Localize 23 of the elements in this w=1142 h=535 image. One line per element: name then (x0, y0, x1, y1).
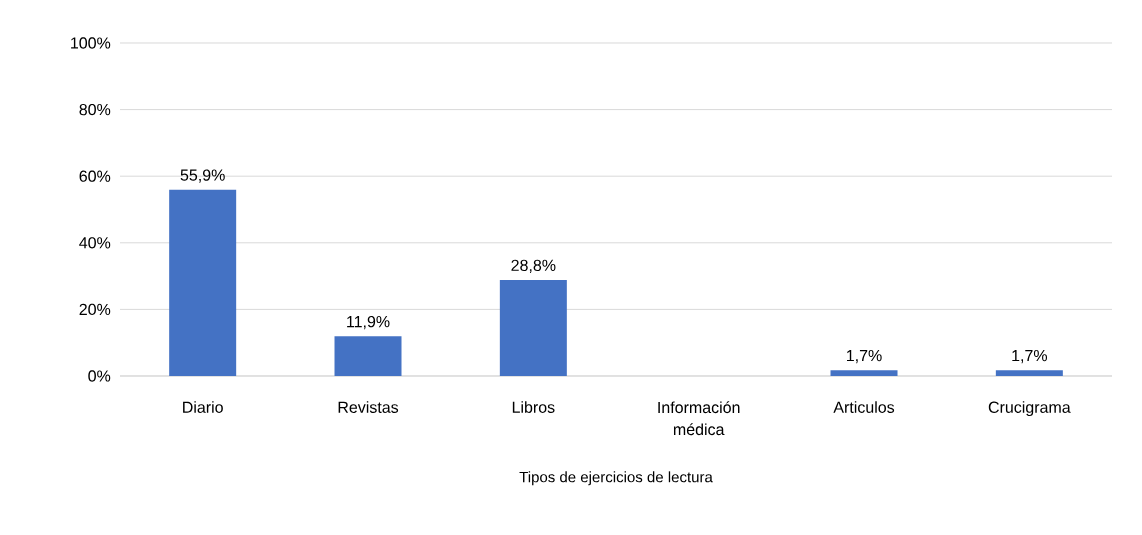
y-tick-label: 80% (79, 103, 111, 116)
data-label: 55,9% (180, 169, 225, 183)
x-tick-label: Crucigrama (988, 401, 1071, 417)
data-label: 1,7% (1012, 349, 1048, 364)
x-tick-label: Diario (183, 401, 223, 413)
y-tick-label: 100% (71, 37, 111, 49)
data-label: 1,7% (846, 349, 882, 364)
y-tick-label: 20% (79, 303, 111, 316)
x-tick-label: Articulos (833, 401, 895, 413)
x-axis-title: Tipos de ejercicios de lectura (519, 471, 713, 486)
bar (169, 189, 237, 376)
x-tick-label: Libros (512, 401, 555, 413)
y-tick-label: 0% (88, 370, 111, 382)
bar (830, 370, 898, 376)
y-tick-label: 40% (79, 237, 111, 249)
data-label: 11,9% (347, 315, 390, 330)
bar (499, 280, 567, 376)
data-label: 28,8% (511, 259, 556, 273)
x-tick-label: Revistas (338, 401, 399, 413)
bar (334, 336, 402, 376)
x-tick-label: Información médica (658, 401, 740, 436)
bar (995, 370, 1063, 376)
y-tick-label: 60% (79, 170, 111, 182)
